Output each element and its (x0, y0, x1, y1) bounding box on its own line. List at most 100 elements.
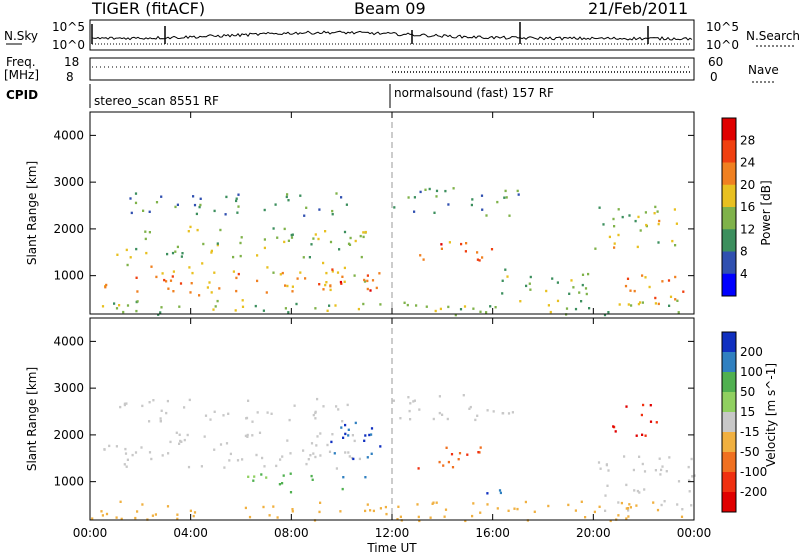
scatter-cell (144, 230, 147, 233)
freq-tick-high: 18 (64, 55, 79, 69)
scatter-cell (641, 301, 644, 304)
scatter-cell (325, 271, 328, 275)
scatter-cell (617, 233, 620, 237)
scatter-cell (268, 514, 271, 517)
scatter-cell (229, 452, 232, 456)
scatter-cell (506, 275, 509, 278)
scatter-cell (274, 203, 277, 206)
scatter-cell (316, 397, 319, 401)
scatter-cell (342, 436, 345, 439)
scatter-cell (287, 311, 290, 314)
scatter-cell (674, 298, 677, 301)
nave-tick-high: 60 (708, 55, 723, 69)
scatter-cell (412, 400, 415, 403)
scatter-cell (246, 433, 249, 437)
scatter-cell (304, 277, 307, 280)
scatter-cell (124, 452, 128, 455)
scatter-cell (658, 457, 661, 460)
scatter-cell (131, 453, 134, 457)
nsky-line (91, 30, 693, 41)
scatter-cell (270, 412, 273, 415)
scatter-cell (144, 237, 147, 241)
scatter-cell (501, 279, 504, 282)
scatter-cell (655, 421, 658, 424)
scatter-cell (360, 255, 363, 259)
scatter-cell (134, 451, 138, 454)
scatter-cell (296, 277, 299, 280)
scatter-cell (314, 410, 317, 414)
scatter-cell (654, 205, 657, 209)
scatter-cell (445, 446, 448, 449)
scatter-cell (454, 313, 457, 317)
scatter-cell (303, 214, 306, 217)
scatter-cell (312, 237, 315, 240)
scatter-cell (247, 475, 250, 478)
scatter-cell (369, 509, 372, 512)
scatter-cell (516, 507, 519, 511)
scatter-cell (494, 306, 497, 309)
scatter-cell (258, 431, 262, 434)
scatter-cell (652, 501, 655, 504)
scatter-cell (408, 409, 411, 413)
scatter-cell (176, 513, 179, 516)
scatter-cell (417, 467, 420, 470)
scatter-cell (486, 409, 489, 412)
scatter-cell (237, 205, 240, 208)
colorbar-segment (722, 412, 736, 433)
scatter-cell (447, 305, 450, 309)
scatter-cell (245, 417, 248, 420)
freq-panel: Freq. [MHz] 18 8 60 0 Nave (4, 55, 779, 84)
scatter-cell (335, 405, 338, 408)
scatter-cell (188, 398, 191, 402)
scatter-cell (203, 435, 206, 438)
scatter-cell (210, 251, 213, 254)
scatter-cell (578, 291, 581, 294)
velocity-y-axis: 1000 2000 3000 4000 (53, 334, 694, 489)
scatter-cell (504, 189, 507, 193)
scatter-cell (193, 511, 197, 514)
scatter-cell (331, 209, 334, 213)
scatter-cell (598, 206, 601, 209)
scatter-cell (155, 201, 159, 204)
scatter-cell (653, 212, 656, 215)
scatter-cell (178, 433, 181, 436)
scatter-cell (129, 256, 132, 259)
scatter-cell (471, 514, 474, 518)
scatter-cell (125, 248, 128, 252)
time-x-axis: 00:00 04:00 08:00 12:00 16:00 20:00 00:00 (73, 112, 711, 540)
scatter-cell (136, 290, 139, 293)
scatter-cell (331, 433, 334, 436)
scatter-cell (469, 405, 472, 409)
scatter-cell (384, 505, 387, 509)
scatter-cell (479, 310, 482, 313)
scatter-cell (364, 434, 367, 437)
scatter-cell (639, 229, 642, 232)
scatter-cell (174, 250, 177, 253)
scatter-cell (201, 262, 204, 265)
scatter-cell (439, 307, 442, 311)
scatter-cell (657, 302, 660, 306)
scatter-cell (126, 458, 129, 461)
scatter-cell (407, 196, 410, 199)
freq-label-1: Freq. (6, 55, 36, 69)
scatter-cell (642, 403, 645, 407)
scatter-cell (183, 406, 186, 409)
scatter-cell (668, 304, 671, 307)
scatter-cell (486, 492, 489, 495)
scatter-cell (204, 414, 208, 417)
scatter-cell (290, 236, 294, 239)
station-title: TIGER (fitACF) (92, 0, 206, 18)
scatter-cell (347, 451, 350, 454)
scatter-cell (165, 411, 168, 415)
scatter-cell (470, 203, 473, 207)
scatter-cell (166, 505, 170, 508)
scatter-cell (176, 517, 179, 521)
scatter-cell (251, 420, 254, 423)
scatter-cell (379, 303, 382, 306)
scatter-cell (136, 510, 139, 513)
scatter-cell (496, 507, 499, 510)
scatter-cell (208, 281, 211, 284)
scatter-cell (244, 434, 247, 438)
scatter-cell (608, 235, 611, 239)
scatter-cell (284, 307, 287, 310)
